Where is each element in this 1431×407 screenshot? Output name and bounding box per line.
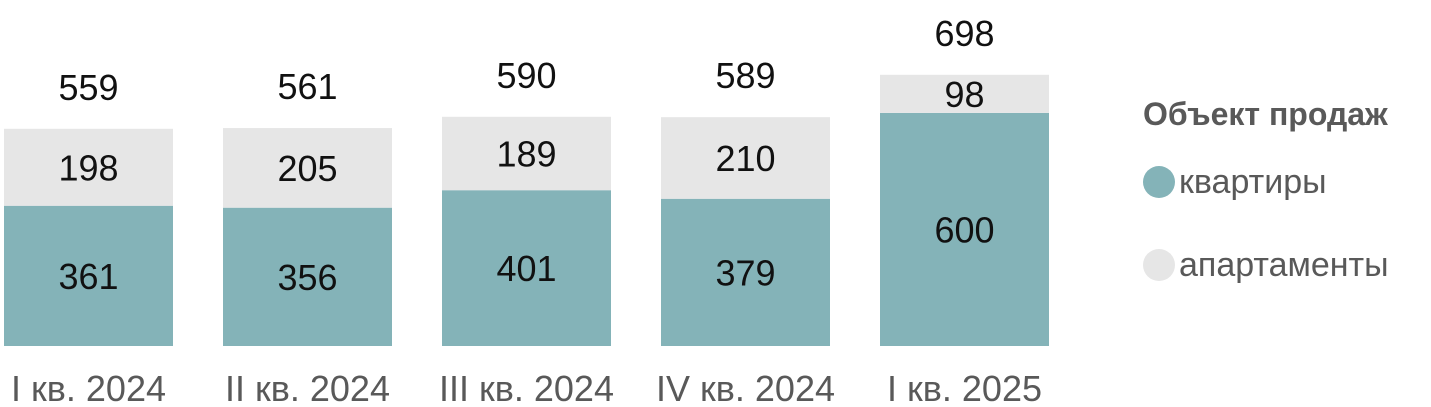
bar-segment-apartamenty-1 <box>223 128 392 208</box>
data-label-apartamenty-3: 210 <box>715 138 775 179</box>
legend-item-kvartiry: квартиры <box>1143 162 1327 202</box>
bar-segment-kvartiry-3 <box>661 198 830 346</box>
legend-label-kvartiry: квартиры <box>1179 162 1327 201</box>
category-label-4: I кв. 2025 <box>887 368 1042 407</box>
total-label-4: 698 <box>934 13 994 54</box>
category-label-0: I кв. 2024 <box>11 368 166 407</box>
data-label-kvartiry-3: 379 <box>715 252 775 293</box>
bar-segment-kvartiry-0 <box>4 205 173 346</box>
legend-item-apartamenty: апартаменты <box>1143 245 1389 285</box>
bar-segment-kvartiry-2 <box>442 190 611 346</box>
legend-swatch-apartamenty-icon <box>1143 249 1175 281</box>
total-label-3: 589 <box>715 55 775 96</box>
data-label-apartamenty-1: 205 <box>277 148 337 189</box>
bar-segment-apartamenty-0 <box>4 128 173 206</box>
stacked-bar-chart: 361 198 559 I кв. 2024 356 205 561 II кв. 2024 4… <box>4 13 1049 407</box>
data-label-kvartiry-2: 401 <box>496 248 556 289</box>
data-label-apartamenty-4: 98 <box>944 74 984 115</box>
legend-title: Объект продаж <box>1143 96 1388 132</box>
total-label-1: 561 <box>277 66 337 107</box>
total-label-2: 590 <box>496 55 556 96</box>
bar-segment-kvartiry-4 <box>880 112 1049 347</box>
bar-segment-kvartiry-1 <box>223 207 392 346</box>
legend-swatch-kvartiry-icon <box>1143 166 1175 198</box>
data-label-apartamenty-0: 198 <box>58 147 118 188</box>
legend: Объект продаж квартиры апартаменты <box>1143 92 1431 284</box>
data-label-kvartiry-4: 600 <box>934 209 994 250</box>
category-label-2: III кв. 2024 <box>439 368 614 407</box>
bar-segment-apartamenty-4 <box>880 74 1049 113</box>
legend-label-apartamenty: апартаменты <box>1179 245 1389 284</box>
category-label-1: II кв. 2024 <box>225 368 390 407</box>
bar-segment-apartamenty-2 <box>442 116 611 191</box>
data-label-kvartiry-0: 361 <box>58 256 118 297</box>
data-label-apartamenty-2: 189 <box>496 133 556 174</box>
total-label-0: 559 <box>58 67 118 108</box>
data-label-kvartiry-1: 356 <box>277 257 337 298</box>
bar-segment-apartamenty-3 <box>661 117 830 199</box>
category-label-3: IV кв. 2024 <box>656 368 835 407</box>
